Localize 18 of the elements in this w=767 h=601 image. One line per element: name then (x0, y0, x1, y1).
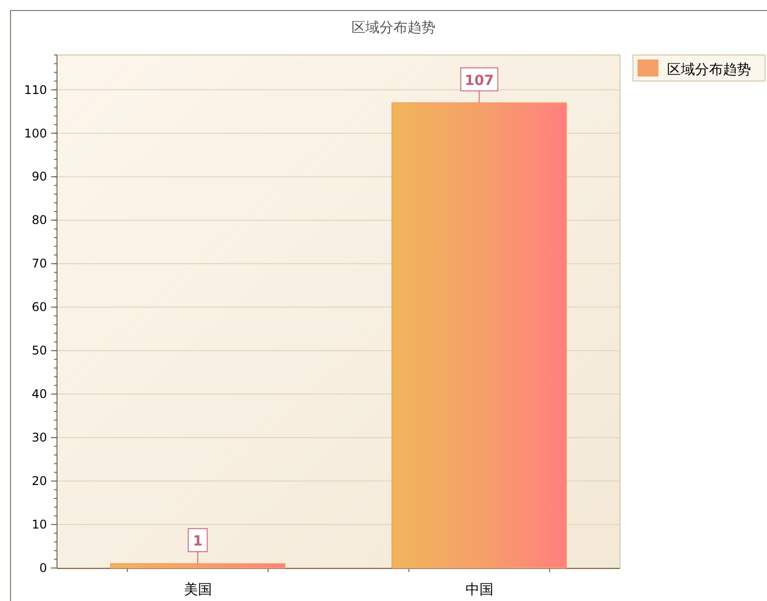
data-label: 1 (192, 534, 203, 550)
x-tick-label: 中国 (465, 582, 494, 598)
y-tick-label: 90 (32, 170, 47, 184)
y-tick-label: 50 (32, 344, 47, 358)
y-tick-label: 100 (24, 126, 47, 140)
y-tick-label: 0 (39, 561, 47, 575)
y-tick-label: 80 (32, 213, 47, 228)
legend-label: 区域分布趋势 (667, 62, 751, 78)
x-tick-label: 美国 (184, 582, 212, 598)
y-tick-label: 60 (32, 300, 47, 314)
y-tick-label: 20 (32, 474, 47, 488)
y-tick-label: 10 (32, 518, 47, 532)
y-tick-label: 40 (32, 387, 47, 402)
y-tick-label: 110 (24, 82, 47, 97)
chart-title: 区域分布趋势 (352, 20, 436, 36)
data-label: 107 (464, 72, 494, 89)
y-tick-label: 70 (32, 256, 47, 271)
y-tick-label: 30 (32, 430, 47, 445)
